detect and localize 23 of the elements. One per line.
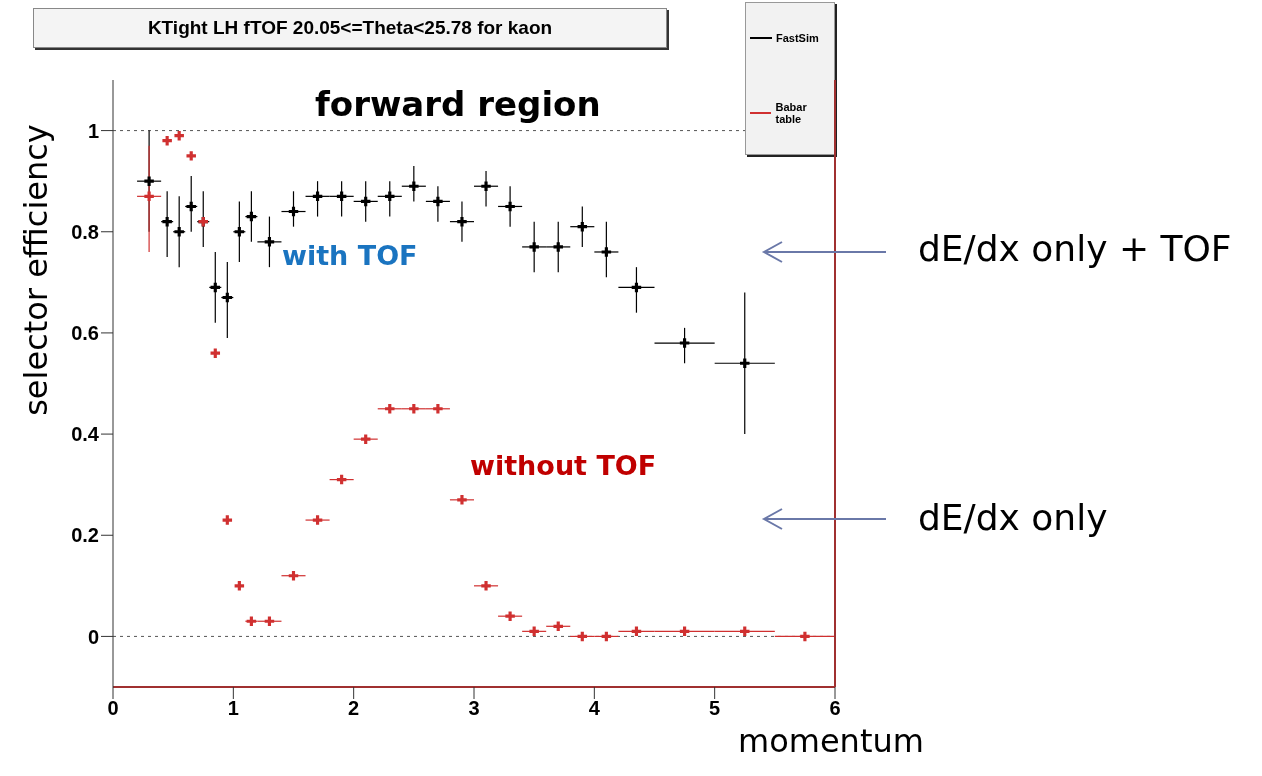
y-axis-title: selector efficiency [17,124,55,416]
text: dE/dx only [918,497,1108,538]
y-tick-label: 1 [87,119,99,142]
legend-label: FastSim [776,31,819,44]
y-tick-label: 0.2 [71,524,99,547]
text: dE/dx only + TOF [918,228,1232,269]
x-tick-label: 6 [829,697,841,720]
x-tick-label: 2 [348,697,360,720]
y-tick-label: 0 [87,625,99,648]
x-tick-label: 1 [227,697,239,720]
x-tick-label: 4 [588,697,601,720]
x-tick-label: 0 [107,697,119,720]
x-axis-title: momentum [738,722,924,760]
x-tick-label: 3 [468,697,480,720]
y-tick-label: 0.8 [71,220,99,243]
annotation: without TOF [470,450,657,481]
annotation: forward region [315,84,601,124]
y-tick-label: 0.4 [71,423,100,446]
y-tick-label: 0.6 [71,322,99,345]
legend-label: Babar table [775,101,808,126]
chart-title: KTight LH fTOF 20.05<=Theta<25.78 for kaon [33,8,667,48]
x-tick-label: 5 [709,697,721,720]
annotation: with TOF [282,240,418,271]
